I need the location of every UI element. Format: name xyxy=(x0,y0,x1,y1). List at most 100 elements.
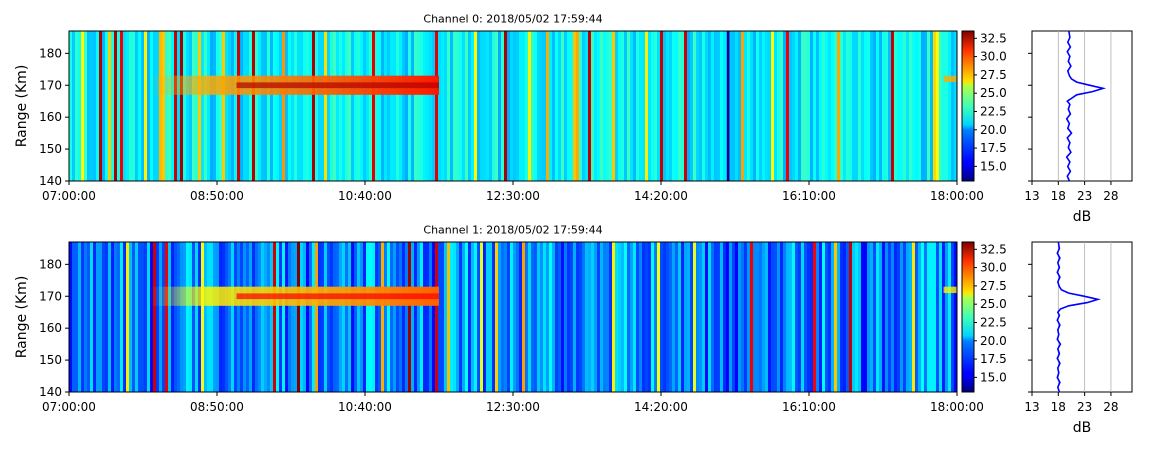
heatmap-column xyxy=(222,31,226,181)
x-tick-label: 12:30:00 xyxy=(486,189,540,203)
heatmap-column xyxy=(696,242,700,392)
heatmap-column xyxy=(567,31,571,181)
heatmap-column xyxy=(312,242,316,392)
heatmap-column xyxy=(906,242,910,392)
heatmap-column xyxy=(915,242,919,392)
heatmap-column xyxy=(471,242,475,392)
heatmap-column xyxy=(474,31,478,181)
y-tick-label: 160 xyxy=(39,321,62,335)
heatmap-column xyxy=(189,242,193,392)
heatmap-column xyxy=(621,242,625,392)
heatmap-column xyxy=(390,31,394,181)
heatmap-column xyxy=(549,31,553,181)
heatmap-column xyxy=(327,242,331,392)
heatmap-column xyxy=(492,31,496,181)
heatmap-column xyxy=(864,31,868,181)
heatmap-column xyxy=(594,31,598,181)
heatmap-column xyxy=(435,31,439,181)
heatmap-column xyxy=(225,242,229,392)
heatmap-column xyxy=(225,31,229,181)
channel-1-profile-line xyxy=(1056,241,1101,393)
heatmap-column xyxy=(552,31,556,181)
heatmap-column xyxy=(570,31,574,181)
heatmap-column xyxy=(708,31,712,181)
heatmap-column xyxy=(585,31,589,181)
heatmap-column xyxy=(849,242,853,392)
heatmap-column xyxy=(612,31,616,181)
heatmap-column xyxy=(153,242,157,392)
heatmap-column xyxy=(546,242,550,392)
heatmap-column xyxy=(642,31,646,181)
heatmap-column xyxy=(114,31,118,181)
heatmap-column xyxy=(516,31,520,181)
channel-1-title: Channel 1: 2018/05/02 17:59:44 xyxy=(423,224,602,237)
heatmap-column xyxy=(150,31,154,181)
heatmap-column xyxy=(420,242,424,392)
heatmap-column xyxy=(495,31,499,181)
heatmap-column xyxy=(924,31,928,181)
heatmap-column xyxy=(219,31,223,181)
heatmap-column xyxy=(510,242,514,392)
heatmap-column xyxy=(183,242,187,392)
heatmap-column xyxy=(432,31,436,181)
heatmap-column xyxy=(819,242,823,392)
heatmap-column xyxy=(324,242,328,392)
heatmap-column xyxy=(345,242,349,392)
heatmap-column xyxy=(423,31,427,181)
heatmap-column xyxy=(186,242,190,392)
heatmap-column xyxy=(717,242,721,392)
heatmap-column xyxy=(786,242,790,392)
heatmap-column xyxy=(579,242,583,392)
heatmap-column xyxy=(729,31,733,181)
colorbar-tick-label: 32.5 xyxy=(980,31,1007,45)
heatmap-column xyxy=(261,31,265,181)
heatmap-column xyxy=(411,31,415,181)
heatmap-column xyxy=(858,31,862,181)
heatmap-column xyxy=(699,242,703,392)
heatmap-column xyxy=(846,242,850,392)
heatmap-column xyxy=(354,242,358,392)
heatmap-column xyxy=(351,31,355,181)
heatmap-column xyxy=(867,242,871,392)
heatmap-column xyxy=(417,31,421,181)
heatmap-column xyxy=(885,242,889,392)
heatmap-column xyxy=(318,31,322,181)
edge-echo xyxy=(943,286,957,294)
heatmap-column xyxy=(489,31,493,181)
heatmap-column xyxy=(264,31,268,181)
heatmap-column xyxy=(333,31,337,181)
heatmap-column xyxy=(102,31,106,181)
heatmap-column xyxy=(747,31,751,181)
heatmap-column xyxy=(177,242,181,392)
heatmap-column xyxy=(432,242,436,392)
heatmap-column xyxy=(360,31,364,181)
heatmap-column xyxy=(936,31,940,181)
heatmap-column xyxy=(561,31,565,181)
heatmap-column xyxy=(747,242,751,392)
heatmap-column xyxy=(327,31,331,181)
heatmap-column xyxy=(510,31,514,181)
heatmap-column xyxy=(297,242,301,392)
heatmap-column xyxy=(882,31,886,181)
heatmap-column xyxy=(375,31,379,181)
heatmap-column xyxy=(678,242,682,392)
heatmap-column xyxy=(144,242,148,392)
heatmap-column xyxy=(651,242,655,392)
channel-0-profile-frame xyxy=(1031,30,1133,182)
heatmap-column xyxy=(255,242,259,392)
heatmap-column xyxy=(243,242,247,392)
heatmap-column xyxy=(633,242,637,392)
profile-x-tick-label: 23 xyxy=(1077,189,1092,203)
heatmap-column xyxy=(909,242,913,392)
heatmap-column xyxy=(765,31,769,181)
channel-0-profile-grid xyxy=(1057,31,1112,181)
heatmap-column xyxy=(828,31,832,181)
heatmap-column xyxy=(654,31,658,181)
heatmap-column xyxy=(477,242,481,392)
y-tick-label: 180 xyxy=(39,257,62,271)
heatmap-column xyxy=(513,31,517,181)
heatmap-column xyxy=(573,242,577,392)
heatmap-column xyxy=(783,242,787,392)
heatmap-column xyxy=(147,242,151,392)
